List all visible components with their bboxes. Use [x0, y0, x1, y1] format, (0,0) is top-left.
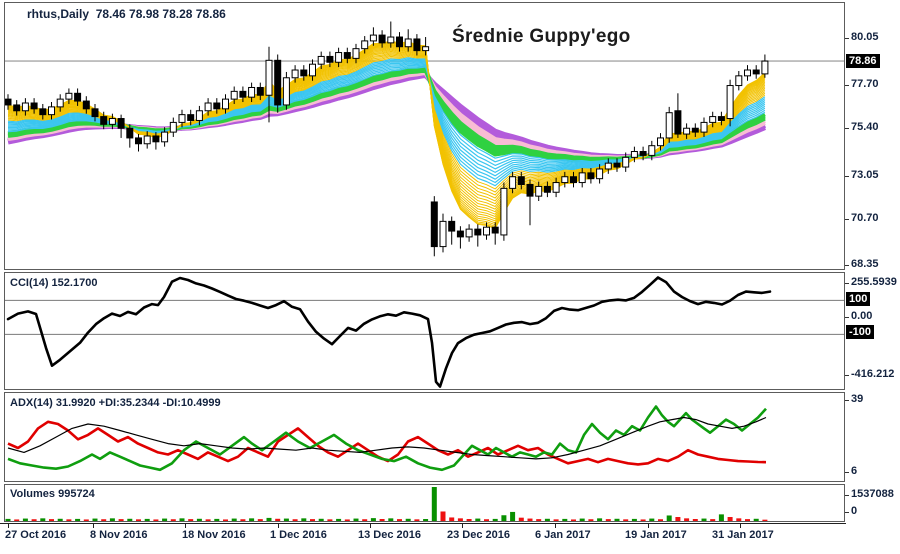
axis-tick [845, 85, 849, 86]
time-axis-date-label: 13 Dec 2016 [358, 529, 421, 541]
cci-axis-label: 0.00 [851, 310, 873, 322]
adx-label: ADX(14) 31.9920 +DI:35.2344 -DI:10.4999 [10, 397, 221, 409]
axis-tick [845, 512, 849, 513]
time-axis-tick [648, 524, 649, 528]
cci-axis-label: 255.5939 [851, 276, 897, 288]
time-axis-date-label: 8 Nov 2016 [90, 529, 148, 541]
volumes-panel[interactable] [4, 484, 845, 522]
axis-tick [845, 400, 849, 401]
main-axis-label: 68.35 [851, 258, 879, 270]
time-axis-tick [462, 524, 463, 528]
time-axis-line [0, 523, 846, 524]
main-axis-label: 80.05 [851, 31, 879, 43]
time-axis-date-label: 18 Nov 2016 [182, 529, 246, 541]
axis-tick [845, 495, 849, 496]
adx-axis-label: 39 [851, 393, 864, 405]
axis-tick [845, 219, 849, 220]
symbol-ohlc-header: rhtus,Daily 78.46 78.98 78.28 78.86 [27, 7, 226, 21]
main-axis-label: 75.40 [851, 121, 879, 133]
time-axis-date-label: 6 Jan 2017 [535, 529, 591, 541]
cci-axis-label: -416.212 [851, 368, 895, 380]
adx-axis-label: 6 [851, 465, 858, 477]
main-axis-label: 70.70 [851, 212, 879, 224]
time-axis-tick [740, 524, 741, 528]
axis-tick [845, 317, 849, 318]
cci-label: CCI(14) 152.1700 [10, 277, 98, 289]
axis-tick [845, 375, 849, 376]
axis-tick [845, 176, 849, 177]
chart-title: Średnie Guppy'ego [452, 26, 631, 47]
axis-tick [845, 472, 849, 473]
volumes-label: Volumes 995724 [10, 488, 95, 500]
cci-axis-price-box: -100 [846, 325, 875, 339]
volumes-axis-label: 0 [851, 505, 858, 517]
price-chart-canvas[interactable] [5, 3, 844, 269]
cci-canvas[interactable] [5, 273, 844, 389]
axis-tick [845, 283, 849, 284]
volumes-axis-label: 1537088 [851, 488, 894, 500]
time-axis-date-label: 1 Dec 2016 [270, 529, 327, 541]
time-axis-date-label: 23 Dec 2016 [447, 529, 510, 541]
symbol-period-label: rhtus,Daily [27, 7, 90, 21]
volumes-canvas[interactable] [5, 485, 844, 521]
price-chart-panel[interactable] [4, 2, 845, 270]
time-axis-tick [278, 524, 279, 528]
cci-indicator-panel[interactable] [4, 272, 845, 390]
time-axis-tick [8, 524, 9, 528]
adx-canvas[interactable] [5, 393, 844, 481]
axis-tick [845, 128, 849, 129]
main-axis-price-box: 78.86 [846, 54, 880, 68]
main-axis-label: 77.70 [851, 78, 879, 90]
time-axis-date-label: 19 Jan 2017 [625, 529, 687, 541]
time-axis-tick [185, 524, 186, 528]
time-axis-date-label: 27 Oct 2016 [5, 529, 67, 541]
time-axis-date-label: 31 Jan 2017 [712, 529, 774, 541]
time-axis-tick [370, 524, 371, 528]
cci-axis-price-box: 100 [846, 292, 871, 306]
adx-indicator-panel[interactable] [4, 392, 845, 482]
axis-tick [845, 38, 849, 39]
main-axis-label: 73.05 [851, 169, 879, 181]
ohlc-values: 78.46 78.98 78.28 78.86 [95, 7, 226, 21]
time-axis-tick [93, 524, 94, 528]
time-axis-tick [555, 524, 556, 528]
axis-tick [845, 265, 849, 266]
